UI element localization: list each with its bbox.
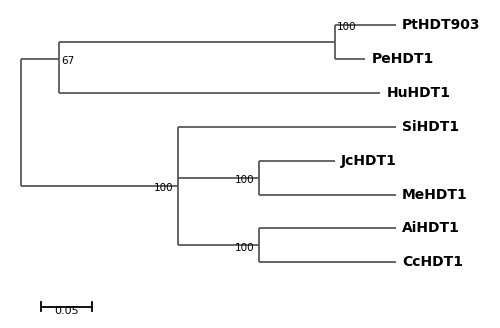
Text: 100: 100 <box>236 175 255 185</box>
Text: 0.05: 0.05 <box>54 306 79 316</box>
Text: PtHDT903: PtHDT903 <box>402 18 480 32</box>
Text: 100: 100 <box>337 22 356 32</box>
Text: PeHDT1: PeHDT1 <box>372 52 434 66</box>
Text: MeHDT1: MeHDT1 <box>402 188 468 201</box>
Text: AiHDT1: AiHDT1 <box>402 221 460 236</box>
Text: CcHDT1: CcHDT1 <box>402 256 463 269</box>
Text: 100: 100 <box>154 183 174 193</box>
Text: 100: 100 <box>236 243 255 253</box>
Text: JcHDT1: JcHDT1 <box>341 154 397 168</box>
Text: HuHDT1: HuHDT1 <box>386 86 450 100</box>
Text: SiHDT1: SiHDT1 <box>402 120 459 134</box>
Text: 67: 67 <box>62 56 75 66</box>
